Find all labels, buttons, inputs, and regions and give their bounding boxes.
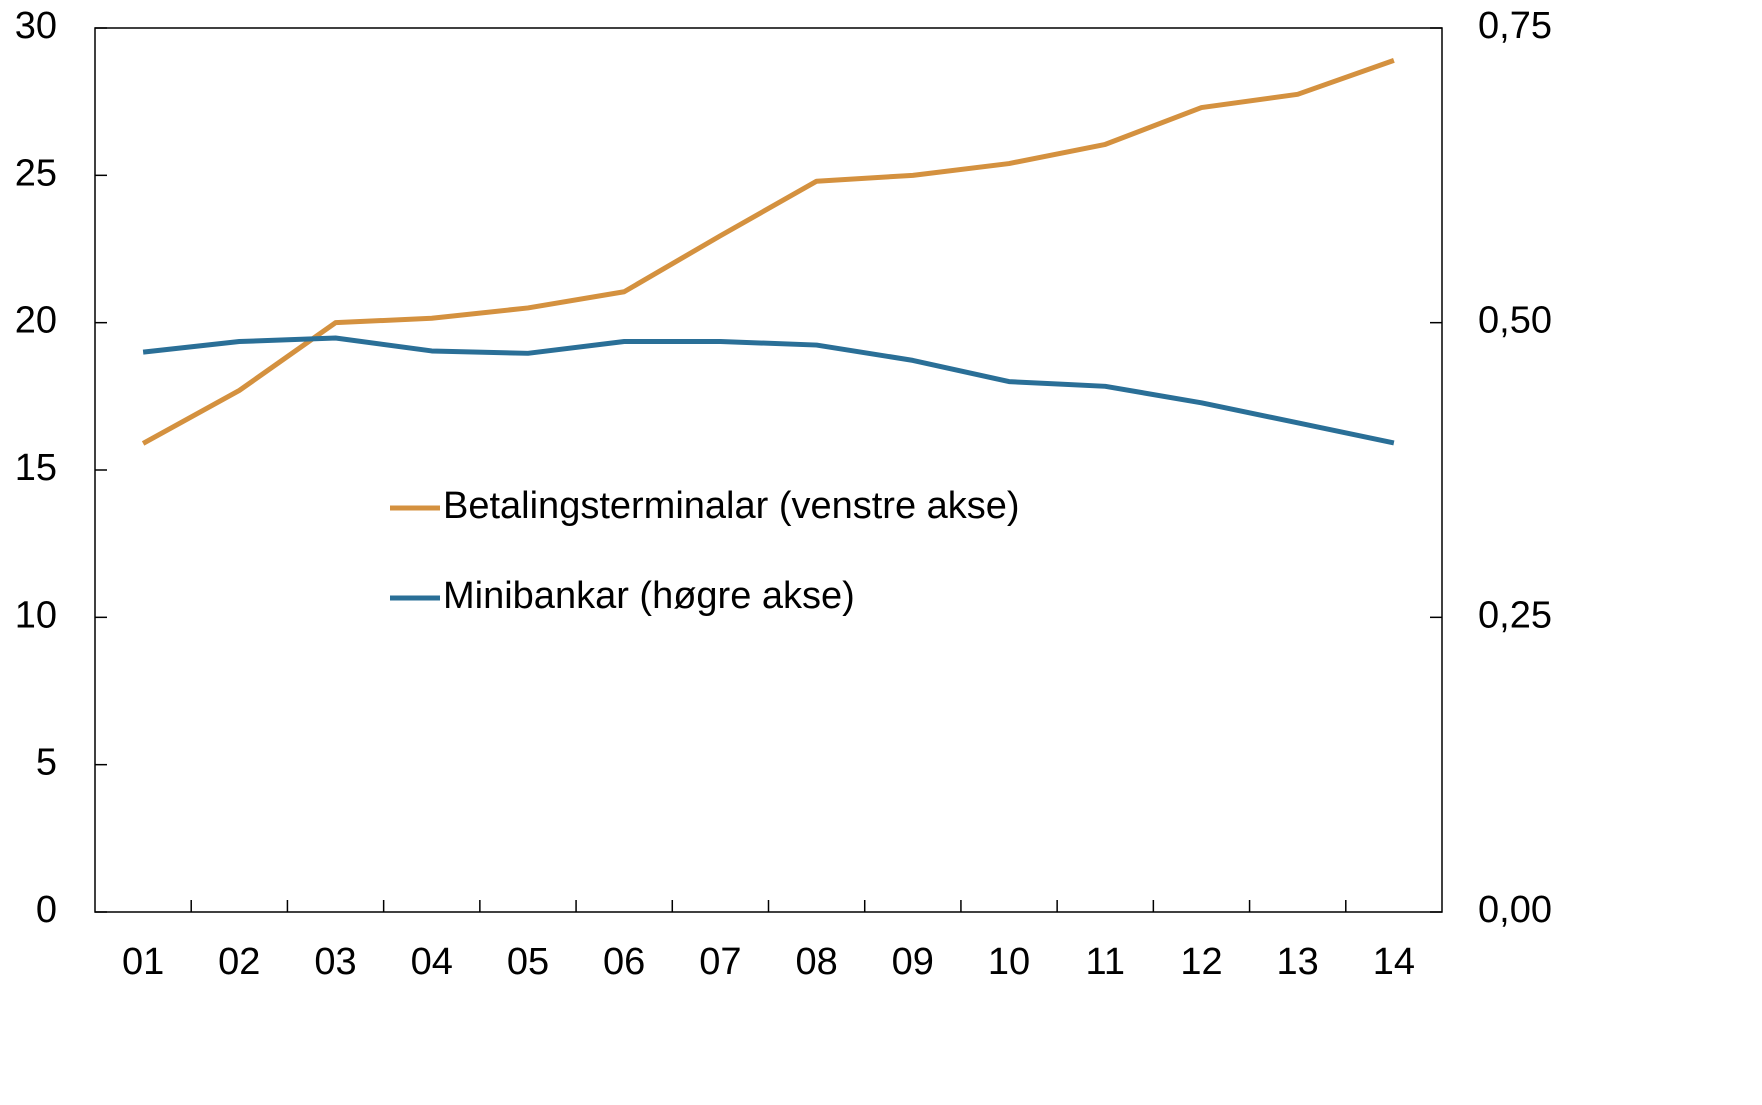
legend-label: Minibankar (høgre akse) [443,575,855,617]
x-tick-label: 08 [795,941,837,983]
x-tick-label: 10 [988,941,1030,983]
y2-tick-label: 0,50 [1478,300,1552,342]
x-tick-label: 11 [1086,941,1125,983]
y-tick-label: 25 [15,152,57,194]
x-tick-label: 07 [699,941,741,983]
y-tick-label: 20 [15,300,57,342]
x-tick-label: 05 [507,941,549,983]
y-tick-label: 5 [36,742,57,784]
y2-tick-label: 0,00 [1478,889,1552,931]
x-tick-label: 06 [603,941,645,983]
x-tick-label: 12 [1180,941,1222,983]
x-tick-label: 04 [411,941,453,983]
y-tick-label: 10 [15,594,57,636]
y2-tick-label: 0,25 [1478,594,1552,636]
x-tick-label: 02 [218,941,260,983]
x-tick-label: 09 [892,941,934,983]
x-tick-label: 01 [122,941,164,983]
plot-frame [94,27,1443,913]
y-tick-label: 30 [15,5,57,47]
x-tick-label: 13 [1277,941,1319,983]
legend-label: Betalingsterminalar (venstre akse) [443,485,1020,527]
y-tick-label: 0 [36,889,57,931]
series-line [141,58,1395,446]
x-tick-label: 03 [314,941,356,983]
y-tick-label: 15 [15,447,57,489]
series-line [142,335,1395,446]
x-tick-label: 14 [1373,941,1415,983]
y2-tick-label: 0,75 [1478,5,1552,47]
